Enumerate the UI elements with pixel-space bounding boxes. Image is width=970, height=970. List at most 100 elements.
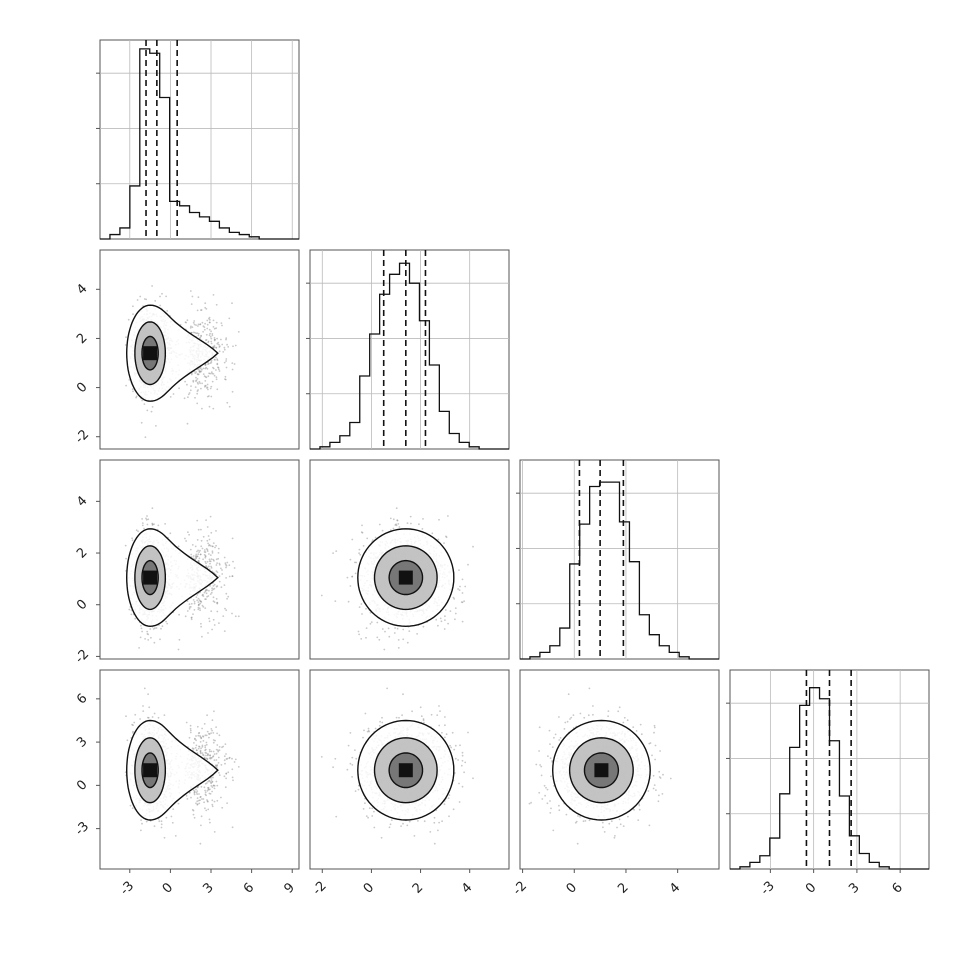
scatter-point — [223, 775, 226, 778]
scatter-point — [223, 361, 226, 364]
scatter-point — [231, 537, 234, 540]
scatter-point — [155, 627, 158, 629]
scatter-point — [208, 544, 210, 547]
scatter-point — [213, 358, 216, 361]
scatter-point — [215, 346, 217, 349]
scatter-point — [206, 367, 209, 370]
scatter-point — [186, 610, 189, 612]
scatter-point — [132, 390, 134, 393]
scatter-point — [213, 338, 216, 341]
scatter-point — [131, 388, 134, 391]
scatter-point — [198, 551, 200, 553]
scatter-point — [438, 518, 440, 521]
scatter-point — [204, 385, 206, 388]
scatter-point — [216, 337, 218, 340]
scatter-point — [141, 822, 143, 825]
scatter-point — [211, 589, 213, 592]
scatter-point — [199, 752, 202, 755]
scatter-point — [416, 633, 418, 635]
scatter-point — [206, 548, 209, 551]
scatter-point — [142, 705, 144, 707]
scatter-point — [199, 799, 201, 802]
scatter-point — [188, 603, 191, 606]
scatter-point — [226, 597, 228, 600]
scatter-point — [209, 319, 211, 321]
scatter-point — [197, 332, 200, 335]
scatter-point — [216, 602, 219, 605]
scatter-point — [190, 616, 193, 619]
scatter-point — [216, 610, 219, 613]
scatter-point — [196, 332, 199, 335]
scatter-point — [200, 370, 203, 373]
scatter-point — [435, 618, 438, 621]
scatter-point — [203, 756, 206, 759]
scatter-point — [216, 358, 218, 360]
scatter-point — [208, 565, 210, 568]
scatter-point — [197, 608, 200, 611]
histogram-1 — [306, 249, 510, 450]
scatter-point — [231, 302, 233, 305]
scatter-point — [215, 544, 217, 547]
scatter-point — [203, 591, 206, 594]
scatter-point — [145, 298, 148, 301]
scatter-point — [396, 627, 399, 630]
scatter-point — [201, 407, 203, 410]
scatter-point — [211, 781, 213, 783]
scatter-point — [198, 607, 201, 610]
scatter-point — [193, 790, 196, 793]
scatter-point — [237, 331, 240, 333]
scatter-point — [213, 601, 216, 603]
scatter-point — [218, 746, 221, 748]
scatter-point — [213, 337, 216, 339]
scatter-point — [196, 539, 199, 541]
scatter-point — [454, 607, 457, 609]
scatter-point — [185, 721, 188, 724]
scatter-point — [221, 343, 224, 346]
scatter-point — [449, 610, 452, 612]
scatter-point — [351, 575, 353, 578]
scatter-point — [178, 638, 181, 641]
scatter-point — [228, 575, 231, 578]
scatter-point — [197, 296, 200, 299]
scatter-point — [217, 341, 220, 344]
scatter-point — [213, 583, 216, 586]
scatter-point — [188, 607, 191, 610]
scatter-point — [205, 519, 207, 521]
scatter-point — [195, 555, 197, 557]
scatter-point — [199, 795, 202, 798]
scatter-point — [188, 736, 191, 739]
scatter-point — [212, 319, 215, 322]
scatter-point — [201, 368, 203, 371]
scatter-point — [397, 647, 400, 649]
scatter-point — [196, 390, 199, 392]
scatter-point — [225, 772, 228, 775]
scatter-point — [218, 772, 220, 774]
scatter-point — [231, 575, 234, 578]
scatter-point — [190, 385, 192, 387]
y-tick-label: 4 — [74, 281, 90, 297]
scatter-point — [360, 638, 363, 640]
scatter-point — [208, 405, 211, 408]
scatter-point — [159, 638, 161, 641]
scatter-point — [223, 348, 226, 351]
scatter-point — [214, 359, 216, 361]
scatter-point — [208, 317, 210, 320]
scatter-point — [213, 787, 216, 790]
scatter-point — [210, 567, 213, 569]
scatter-point — [210, 385, 213, 388]
scatter-point — [186, 422, 189, 425]
scatter-point — [205, 757, 208, 760]
scatter-point — [132, 313, 134, 315]
scatter-point — [225, 577, 227, 579]
scatter-point — [151, 507, 154, 510]
scatter-point — [127, 318, 130, 321]
scatter-point — [143, 403, 146, 405]
scatter-point — [152, 628, 155, 630]
scatter-point — [204, 380, 207, 382]
scatter-point — [461, 601, 464, 604]
scatter-point — [195, 332, 198, 335]
scatter-point — [201, 635, 203, 638]
scatter-point — [190, 616, 193, 619]
scatter-point — [188, 533, 190, 536]
scatter-point — [200, 539, 203, 542]
